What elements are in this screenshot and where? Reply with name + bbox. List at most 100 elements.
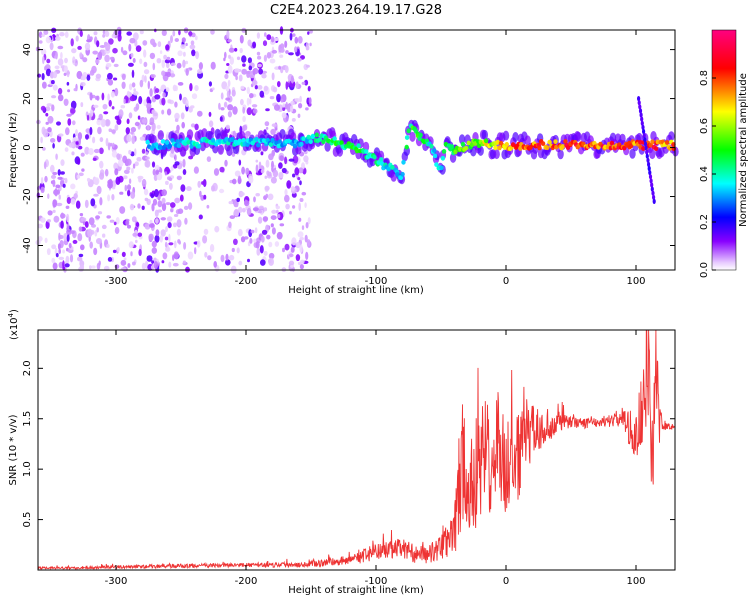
heatmap-cell xyxy=(129,95,136,102)
heatmap-cell xyxy=(111,106,115,110)
heatmap-cell xyxy=(147,124,150,130)
heatmap-cell xyxy=(189,144,194,149)
heatmap-cell xyxy=(463,145,469,151)
heatmap-cell xyxy=(77,233,83,242)
heatmap-cell xyxy=(248,98,252,105)
heatmap-cell xyxy=(150,74,156,79)
colorbar-label: Normalized spectral amplitude xyxy=(738,73,749,227)
heatmap-cell xyxy=(547,139,552,145)
heatmap-cell xyxy=(271,227,276,235)
heatmap-cell xyxy=(193,166,199,174)
heatmap-cell xyxy=(212,87,215,91)
heatmap-cell xyxy=(160,217,166,221)
heatmap-cell xyxy=(93,193,99,197)
heatmap-cell xyxy=(256,248,261,256)
heatmap-cell xyxy=(137,175,144,180)
heatmap-cell xyxy=(220,92,224,100)
heatmap-cell xyxy=(169,182,173,190)
heatmap-cell xyxy=(75,35,79,42)
heatmap-cell xyxy=(155,169,159,175)
heatmap-cell xyxy=(449,144,455,150)
heatmap-cell xyxy=(299,141,304,147)
heatmap-cell xyxy=(66,197,72,204)
heatmap-cell xyxy=(183,205,189,210)
heatmap-cell xyxy=(297,231,304,238)
heatmap-cell xyxy=(259,245,264,254)
heatmap-cell xyxy=(135,239,138,244)
heatmap-cell xyxy=(57,176,63,180)
heatmap-cell xyxy=(174,154,177,162)
heatmap-cell xyxy=(134,121,140,127)
heatmap-cell xyxy=(40,186,45,193)
heatmap-cell xyxy=(281,167,287,174)
heatmap-cell xyxy=(164,236,169,241)
heatmap-cell xyxy=(294,98,301,103)
heatmap-cell xyxy=(183,242,187,250)
heatmap-cell xyxy=(229,56,234,65)
top-x-ticks: -300 -200 -100 0 100 xyxy=(105,30,646,287)
multiplier-base: (x10 xyxy=(9,317,20,340)
heatmap-cell xyxy=(336,146,344,157)
heatmap-cell xyxy=(647,161,651,167)
heatmap-cell xyxy=(545,145,550,151)
heatmap-cell xyxy=(56,202,63,207)
heatmap-cell xyxy=(270,137,275,143)
heatmap-cell xyxy=(652,194,656,200)
bottom-y-axis-label: SNR (10 * v/v) xyxy=(8,414,19,485)
heatmap-cell xyxy=(43,161,47,170)
heatmap-cell xyxy=(93,177,100,186)
heatmap-cell xyxy=(298,167,304,174)
heatmap-cell xyxy=(107,194,111,202)
heatmap-cell xyxy=(441,149,447,154)
heatmap-cell xyxy=(298,103,303,109)
heatmap-cell xyxy=(129,37,136,44)
heatmap-cell xyxy=(292,173,296,178)
heatmap-cell xyxy=(146,102,152,110)
heatmap-cell xyxy=(47,193,50,199)
heatmap-cell xyxy=(125,219,130,226)
heatmap-cell xyxy=(168,233,171,243)
heatmap-cell xyxy=(194,123,199,131)
x-tick-label: -100 xyxy=(365,576,388,587)
heatmap-cell xyxy=(248,175,254,184)
heatmap-cell xyxy=(79,30,83,37)
heatmap-cell xyxy=(41,34,45,37)
heatmap-cell xyxy=(68,142,74,148)
heatmap-cell xyxy=(52,209,56,213)
heatmap-cell xyxy=(151,161,156,168)
heatmap-cell xyxy=(89,69,95,76)
heatmap-cell xyxy=(96,119,102,126)
heatmap-cell xyxy=(246,86,250,94)
heatmap-cell xyxy=(176,228,181,236)
heatmap-cell xyxy=(228,201,234,205)
heatmap-cell xyxy=(120,259,127,266)
x-tick-label: -200 xyxy=(235,576,258,587)
heatmap-cell xyxy=(105,137,109,147)
heatmap-cell xyxy=(153,261,159,270)
heatmap-cell xyxy=(112,47,118,54)
heatmap-cell xyxy=(291,118,296,122)
heatmap-cell xyxy=(63,233,68,241)
heatmap-cell xyxy=(298,75,304,80)
heatmap-cell xyxy=(269,96,275,100)
y-tick-label: 2.0 xyxy=(22,360,33,376)
heatmap-cell xyxy=(307,31,310,35)
heatmap-cell xyxy=(59,32,65,37)
heatmap-cell xyxy=(307,217,311,225)
heatmap-cell xyxy=(563,139,568,144)
heatmap-cell xyxy=(238,74,243,82)
heatmap-cell xyxy=(162,92,166,98)
heatmap-cell xyxy=(169,73,176,78)
heatmap-cell xyxy=(53,215,60,223)
x-tick-label: -100 xyxy=(365,276,388,287)
heatmap-cell xyxy=(257,216,263,224)
heatmap-cell xyxy=(241,55,247,63)
heatmap-cell xyxy=(178,240,181,245)
heatmap-cell xyxy=(232,178,237,185)
heatmap-cell xyxy=(294,46,298,53)
heatmap-cell xyxy=(170,202,176,208)
bottom-y-multiplier: (x104) xyxy=(7,309,20,340)
heatmap-cell xyxy=(52,179,56,188)
